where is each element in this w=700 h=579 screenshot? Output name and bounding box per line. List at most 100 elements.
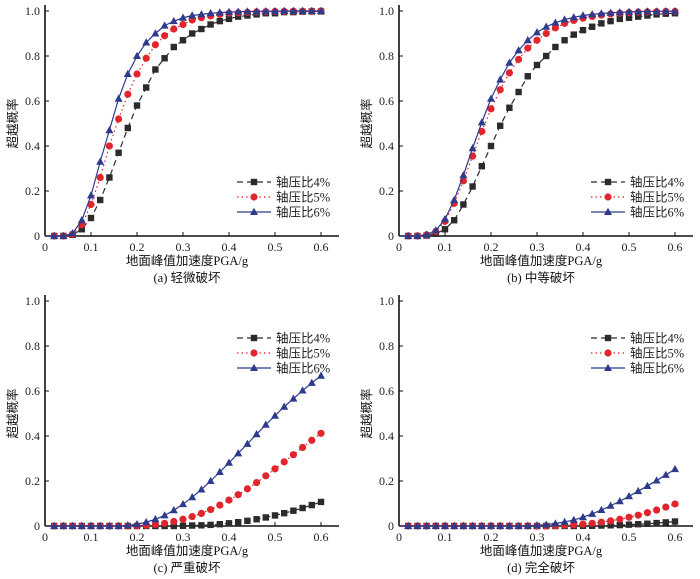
- data-point: [497, 122, 504, 129]
- data-point: [289, 451, 297, 459]
- data-point: [106, 174, 113, 181]
- data-point: [215, 467, 224, 475]
- x-tick-label: 0.5: [268, 240, 283, 254]
- data-point: [598, 20, 605, 27]
- y-tick-label: 0: [388, 229, 394, 243]
- data-point: [105, 126, 114, 134]
- data-point: [215, 8, 224, 16]
- data-point: [179, 20, 187, 29]
- x-tick-label: 0: [42, 530, 48, 544]
- y-tick-label: 1.0: [379, 4, 394, 18]
- data-point: [289, 6, 298, 14]
- y-tick-label: 0: [34, 519, 40, 533]
- data-point: [289, 394, 298, 402]
- x-axis-title: 地面峰值加速度PGA/g: [480, 253, 603, 268]
- y-tick-label: 0.2: [379, 184, 394, 198]
- data-point: [179, 37, 187, 44]
- x-tick-label: 0.4: [222, 240, 237, 254]
- data-point: [431, 521, 440, 529]
- data-point: [523, 36, 532, 44]
- data-point: [551, 18, 560, 26]
- data-point: [607, 522, 614, 529]
- y-tick-label: 0.6: [25, 94, 40, 108]
- data-point: [207, 521, 214, 529]
- data-point: [506, 104, 513, 111]
- data-point: [533, 521, 541, 529]
- data-point: [207, 505, 215, 514]
- data-point: [634, 511, 642, 519]
- data-point: [533, 28, 541, 36]
- data-point: [441, 214, 449, 223]
- x-tick-label: 0: [396, 240, 402, 254]
- legend-marker: [250, 178, 258, 186]
- data-point: [662, 519, 669, 526]
- data-point: [161, 32, 169, 40]
- data-point: [616, 15, 623, 23]
- data-point: [151, 515, 160, 523]
- x-tick-label: 0.3: [176, 240, 191, 254]
- legend-marker: [604, 207, 612, 215]
- y-tick-label: 0.8: [379, 49, 394, 63]
- legend-item: 轴压比5%: [237, 190, 330, 205]
- series-6pct: [399, 464, 679, 529]
- data-point: [308, 436, 316, 444]
- legend-label: 轴压比6%: [630, 361, 684, 376]
- data-point: [114, 94, 123, 102]
- legend-marker: [604, 334, 612, 342]
- data-point: [671, 7, 679, 15]
- x-axis-title: 地面峰值加速度PGA/g: [126, 253, 249, 268]
- legend-item: 轴压比4%: [237, 175, 330, 190]
- data-point: [644, 520, 651, 527]
- panel-a-light-damage: 0 0.1 0.2 0.3 0.4 0.5 0.6 0 0.2 0.4 0.6 0.8 1.0 地面峰值加…: [5, 4, 339, 285]
- data-point: [478, 127, 486, 135]
- x-tick-label: 0.5: [268, 530, 283, 544]
- data-point: [225, 520, 233, 527]
- data-point: [515, 88, 522, 96]
- data-point: [225, 7, 233, 16]
- data-point: [151, 29, 160, 37]
- data-point: [634, 7, 643, 15]
- data-point: [152, 66, 159, 73]
- data-point: [597, 518, 606, 526]
- data-point: [451, 217, 458, 224]
- data-point: [161, 55, 168, 62]
- series-6pct: [45, 371, 325, 529]
- legend-label: 轴压比4%: [630, 331, 684, 346]
- y-tick-label: 0.6: [379, 94, 394, 108]
- data-point: [634, 486, 643, 495]
- panel-d-complete-damage: 0 0.1 0.2 0.3 0.4 0.5 0.6 0 0.2 0.4 0.6 0.8 1.0 地面峰值加…: [359, 294, 693, 575]
- data-point: [533, 36, 541, 44]
- data-point: [307, 6, 316, 14]
- data-point: [588, 509, 597, 517]
- legend-marker: [250, 334, 258, 342]
- legend-item: 轴压比6%: [591, 205, 684, 220]
- data-point: [151, 41, 159, 49]
- data-point: [216, 501, 224, 509]
- x-tick-label: 0.4: [576, 240, 591, 254]
- x-tick-label: 0.6: [668, 240, 683, 254]
- data-point: [635, 13, 642, 20]
- data-point: [87, 200, 95, 209]
- data-point: [188, 512, 196, 521]
- data-point: [524, 73, 531, 80]
- data-point: [216, 17, 223, 25]
- data-point: [179, 522, 187, 529]
- axes: 0 0.1 0.2 0.3 0.4 0.5 0.6 0 0.2 0.4 0.6 0.8 1.0: [25, 4, 339, 254]
- legend-label: 轴压比4%: [630, 175, 684, 190]
- x-tick-label: 0.1: [438, 240, 453, 254]
- data-point: [644, 12, 651, 19]
- data-point: [179, 499, 187, 508]
- data-point: [96, 157, 105, 165]
- data-point: [262, 472, 270, 480]
- data-point: [142, 38, 151, 46]
- data-point: [496, 86, 504, 94]
- data-point: [234, 449, 243, 457]
- data-point: [87, 191, 95, 199]
- data-point: [281, 509, 288, 517]
- data-point: [317, 429, 325, 437]
- data-point: [115, 149, 122, 156]
- legend-marker: [604, 178, 612, 186]
- data-point: [133, 51, 141, 59]
- x-axis-title: 地面峰值加速度PGA/g: [126, 543, 249, 558]
- data-point: [317, 371, 325, 379]
